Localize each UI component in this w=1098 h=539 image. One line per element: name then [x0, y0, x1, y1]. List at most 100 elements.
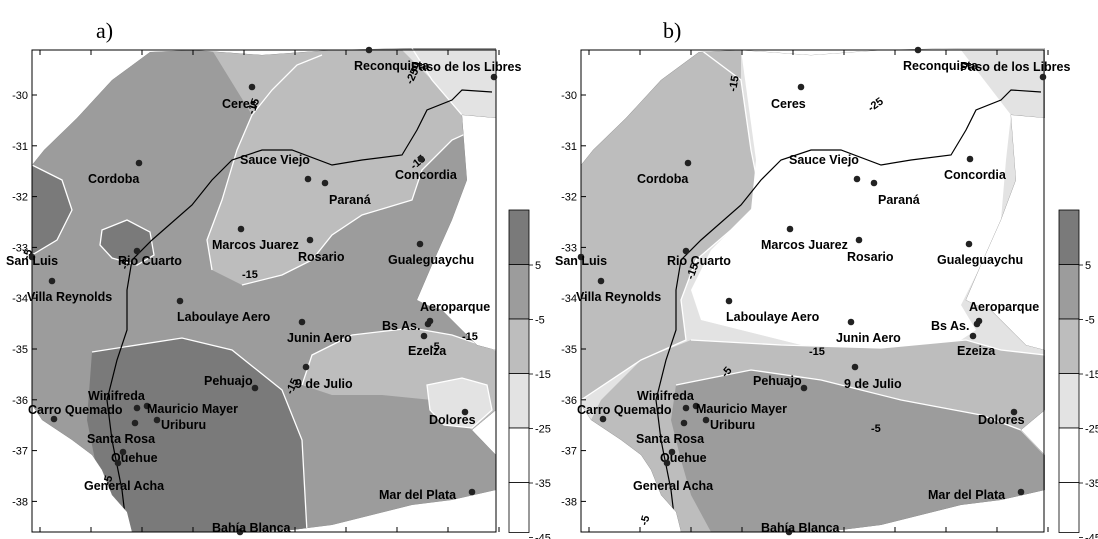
station-label-rosario: Rosario [298, 250, 345, 264]
station-label-santa-rosa: Santa Rosa [636, 432, 705, 446]
y-tick-label: -31 [12, 141, 28, 153]
panel-a-frame [31, 49, 497, 533]
station-dot-mauricio-mayer [143, 402, 151, 410]
colorbar-swatch-6 [508, 482, 530, 533]
contour-label: -5 [119, 258, 134, 271]
station-label-aeroparque: Aeroparque [969, 300, 1039, 314]
station-label-gualeguaychu: Gualeguaychu [937, 253, 1023, 267]
contour-line-1 [581, 49, 762, 401]
station-dot-concordia [966, 155, 974, 163]
colorbar-swatch-5 [508, 427, 530, 483]
station-dot-rosario [855, 236, 863, 244]
station-dot-winifreda [682, 404, 690, 412]
station-dot-9-de-julio [302, 363, 310, 371]
station-dot-general-acha [114, 459, 122, 467]
panel-a-map-body [32, 48, 496, 532]
panel-b: b) -30-31-32-33-34-35-36-37-38 -15-25-15… [555, 18, 1071, 536]
colorbar-swatch-6 [1058, 482, 1080, 533]
station-dot-general-acha [663, 459, 671, 467]
y-tick-label: -33 [561, 242, 577, 254]
station-label-mar-del-plata: Mar del Plata [379, 488, 457, 502]
contour-line-3 [241, 119, 496, 286]
y-tick-label: -31 [561, 141, 577, 153]
station-label-san-luis: San Luis [6, 254, 58, 268]
station-label-laboulaye-aero: Laboulaye Aero [177, 310, 271, 324]
y-tick-label: -30 [12, 90, 28, 102]
station-label-reconquista: Reconquista [354, 59, 430, 73]
station-label-sauce-viejo: Sauce Viejo [240, 153, 310, 167]
colorbar-label: -5 [535, 315, 545, 327]
station-dot-dolores [1010, 408, 1018, 416]
station-label-carro-quemado: Carro Quemado [28, 403, 123, 417]
colorbar-a: 5 -5 -15 -25 -35 -45 [508, 209, 551, 539]
station-dot-villa-reynolds [597, 277, 605, 285]
station-dot-concordia [417, 155, 425, 163]
colorbar-swatch-1 [1058, 209, 1080, 265]
station-dot-carro-quemado [50, 415, 58, 423]
colorbar-swatch-2 [1058, 264, 1080, 320]
station-dot-mar-del-plata [468, 488, 476, 496]
station-label-carro-quemado: Carro Quemado [577, 403, 672, 417]
colorbar-label: -15 [535, 369, 551, 381]
region-central-white [691, 50, 1011, 348]
panel-a-city-labels: -15-25-15-15-5-5-15-5-15-5ReconquistaPas… [6, 46, 522, 536]
station-dot-junin-aero [298, 318, 306, 326]
y-tick-label: -38 [12, 496, 28, 508]
station-label-paso-de-los-libres: Paso de los Libres [411, 60, 522, 74]
colorbar-label: -25 [535, 424, 551, 436]
contour-line-4 [91, 337, 308, 532]
station-dot-bah-a-blanca [236, 528, 244, 536]
station-dot-cordoba [684, 159, 692, 167]
station-label-concordia: Concordia [944, 168, 1007, 182]
station-label-concordia: Concordia [395, 168, 458, 182]
station-label-paran: Paraná [878, 193, 920, 207]
station-label-gualeguaychu: Gualeguaychu [388, 253, 474, 267]
boundary-line [106, 89, 493, 532]
station-dot-laboulaye-aero [176, 297, 184, 305]
station-dot-uriburu [702, 416, 710, 424]
contour-label: -15 [685, 262, 702, 281]
station-dot-cordoba [135, 159, 143, 167]
panel-b-frame [580, 49, 1045, 533]
y-tick-label: -32 [561, 192, 577, 204]
colorbar-swatch-3 [508, 318, 530, 374]
station-dot-santa-rosa [131, 419, 139, 427]
station-dot-villa-reynolds [48, 277, 56, 285]
station-label-winifreda: Winifreda [637, 389, 695, 403]
station-dot-quehue [668, 448, 676, 456]
contour-label: -15 [246, 97, 263, 116]
station-dot-gualeguaychu [416, 240, 424, 248]
station-label-villa-reynolds: Villa Reynolds [27, 290, 112, 304]
station-dot-marcos-juarez [237, 225, 245, 233]
panel-label-a: a) [96, 18, 113, 43]
station-label-pehuajo: Pehuajo [753, 374, 802, 388]
contour-line-6 [99, 219, 155, 266]
station-label-san-luis: San Luis [555, 254, 607, 268]
colorbar-swatch-2 [508, 264, 530, 320]
colorbar-swatch-4 [508, 373, 530, 429]
station-label-bah-a-blanca: Bahía Blanca [761, 521, 841, 535]
region-northeast-lightest [402, 50, 496, 120]
station-dot-ezeiza [969, 332, 977, 340]
station-label-cordoba: Cordoba [637, 172, 689, 186]
colorbar-label: -35 [1085, 478, 1098, 490]
station-dot-ceres [248, 83, 256, 91]
station-label-bs-as: Bs As. [931, 319, 969, 333]
station-dot-dolores [461, 408, 469, 416]
station-label-cordoba: Cordoba [88, 172, 140, 186]
station-dot-ezeiza [420, 332, 428, 340]
y-tick-label: -37 [561, 446, 577, 458]
y-tick-label: -34 [12, 293, 28, 305]
station-label-santa-rosa: Santa Rosa [87, 432, 156, 446]
station-label-bs-as: Bs As. [382, 319, 420, 333]
station-dot-paran [321, 179, 329, 187]
colorbar-swatch-4 [1058, 373, 1080, 429]
y-tick-label: -37 [12, 446, 28, 458]
contour-line-7 [301, 327, 496, 386]
contour-label: -5 [638, 514, 652, 527]
station-dot-9-de-julio [851, 363, 859, 371]
colorbar-label: 5 [1085, 260, 1091, 272]
station-dot-paso-de-los-libres [1039, 73, 1047, 81]
